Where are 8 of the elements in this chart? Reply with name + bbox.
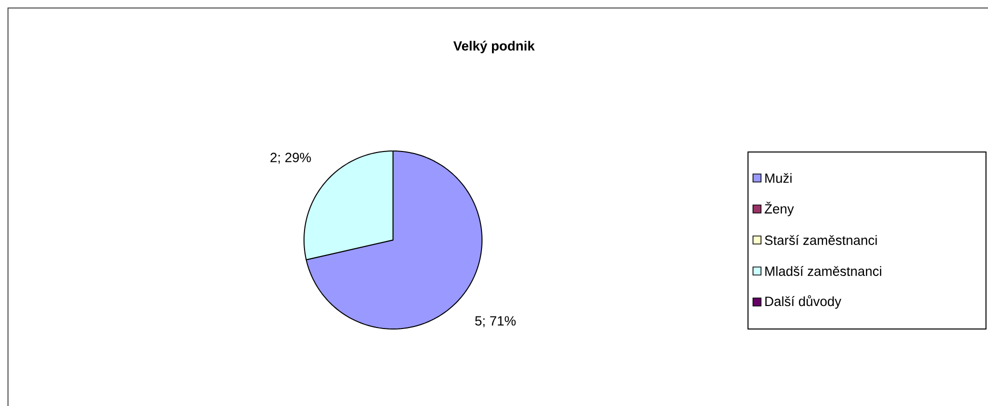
legend-label: Starší zaměstnanci bbox=[764, 235, 877, 245]
legend-label: Mladší zaměstnanci bbox=[765, 266, 882, 276]
data-label: 5; 71% bbox=[475, 316, 516, 328]
data-label: 2; 29% bbox=[270, 152, 311, 164]
legend-label: Muži bbox=[765, 173, 792, 183]
chart-title: Velký podnik bbox=[453, 40, 535, 54]
legend-label: Ženy bbox=[764, 202, 794, 216]
legend-label: Další důvody bbox=[765, 295, 842, 309]
